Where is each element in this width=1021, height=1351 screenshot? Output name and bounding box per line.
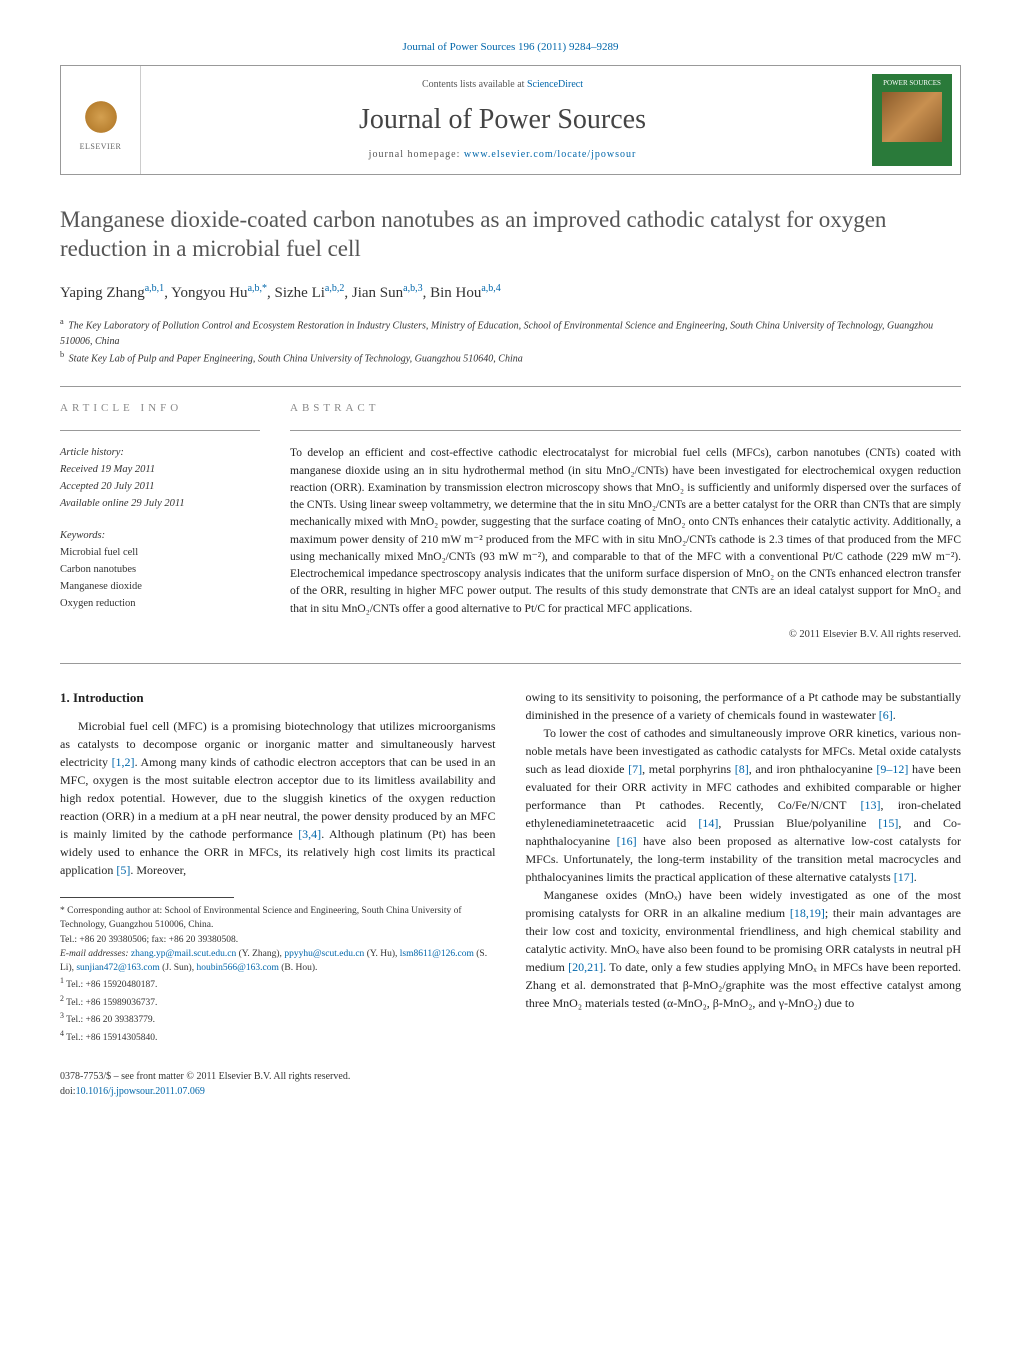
affiliation-b: b State Key Lab of Pulp and Paper Engine… <box>60 349 961 366</box>
abstract-column: ABSTRACT To develop an efficient and cos… <box>290 401 961 643</box>
email-label: E-mail addresses: <box>60 949 131 959</box>
elsevier-label: ELSEVIER <box>80 141 122 152</box>
corresponding-tel: Tel.: +86 20 39380506; fax: +86 20 39380… <box>60 933 496 947</box>
homepage-link[interactable]: www.elsevier.com/locate/jpowsour <box>464 149 636 160</box>
history-online: Available online 29 July 2011 <box>60 496 260 513</box>
email-addresses: E-mail addresses: zhang.yp@mail.scut.edu… <box>60 947 496 976</box>
issn-line: 0378-7753/$ – see front matter © 2011 El… <box>60 1069 961 1084</box>
footnote-tel: 3 Tel.: +86 20 39383779. <box>60 1010 496 1027</box>
article-info-label: ARTICLE INFO <box>60 401 260 416</box>
doi-line: doi:10.1016/j.jpowsour.2011.07.069 <box>60 1084 961 1099</box>
keyword: Manganese dioxide <box>60 579 260 596</box>
contents-prefix: Contents lists available at <box>422 79 527 90</box>
citation-link[interactable]: [15] <box>878 816 898 830</box>
header-center: Contents lists available at ScienceDirec… <box>141 66 864 173</box>
left-column: 1. Introduction Microbial fuel cell (MFC… <box>60 688 496 1045</box>
author-list: Yaping Zhanga,b,1, Yongyou Hua,b,*, Sizh… <box>60 282 961 304</box>
citation-link[interactable]: [7] <box>628 762 642 776</box>
citation-link[interactable]: [17] <box>894 870 914 884</box>
divider <box>60 430 260 431</box>
citation-link[interactable]: [16] <box>617 834 637 848</box>
author-1: Yongyou Hua,b,* <box>171 285 267 301</box>
footer: 0378-7753/$ – see front matter © 2011 El… <box>60 1069 961 1099</box>
article-info-column: ARTICLE INFO Article history: Received 1… <box>60 401 260 643</box>
section-heading: 1. Introduction <box>60 688 496 708</box>
intro-paragraph-2: To lower the cost of cathodes and simult… <box>526 724 962 886</box>
divider <box>60 663 961 664</box>
right-column: owing to its sensitivity to poisoning, t… <box>526 688 962 1045</box>
history-received: Received 19 May 2011 <box>60 462 260 479</box>
history-label: Article history: <box>60 445 260 462</box>
email-link[interactable]: ppyyhu@scut.edu.cn <box>284 949 364 959</box>
author-3: Jian Suna,b,3 <box>352 285 423 301</box>
author-0: Yaping Zhanga,b,1 <box>60 285 164 301</box>
footnote-tel: 4 Tel.: +86 15914305840. <box>60 1028 496 1045</box>
intro-paragraph-3: Manganese oxides (MnOₓ) have been widely… <box>526 886 962 1012</box>
footnote-tel: 2 Tel.: +86 15989036737. <box>60 993 496 1010</box>
author-2: Sizhe Lia,b,2 <box>275 285 345 301</box>
journal-name: Journal of Power Sources <box>161 100 844 139</box>
citation-link[interactable]: [18,19] <box>790 906 825 920</box>
footnote-divider <box>60 897 234 898</box>
email-link[interactable]: sunjian472@163.com <box>76 963 159 973</box>
intro-paragraph-1: Microbial fuel cell (MFC) is a promising… <box>60 717 496 879</box>
citation-link[interactable]: [1,2] <box>112 755 135 769</box>
elsevier-logo: ELSEVIER <box>61 66 141 173</box>
history-accepted: Accepted 20 July 2011 <box>60 479 260 496</box>
contents-line: Contents lists available at ScienceDirec… <box>161 78 844 92</box>
author-4: Bin Houa,b,4 <box>430 285 501 301</box>
footnotes: * Corresponding author at: School of Env… <box>60 904 496 1045</box>
sciencedirect-link[interactable]: ScienceDirect <box>527 79 583 90</box>
journal-header-box: ELSEVIER Contents lists available at Sci… <box>60 65 961 174</box>
intro-paragraph-1b: owing to its sensitivity to poisoning, t… <box>526 688 962 724</box>
keywords-label: Keywords: <box>60 529 260 544</box>
citation-link[interactable]: [14] <box>698 816 718 830</box>
info-abstract-row: ARTICLE INFO Article history: Received 1… <box>60 401 961 643</box>
journal-cover-thumbnail: POWER SOURCES <box>872 74 952 165</box>
journal-reference: Journal of Power Sources 196 (2011) 9284… <box>60 40 961 55</box>
footnote-tel: 1 Tel.: +86 15920480187. <box>60 975 496 992</box>
abstract-label: ABSTRACT <box>290 401 961 416</box>
corresponding-author: * Corresponding author at: School of Env… <box>60 904 496 933</box>
citation-link[interactable]: [8] <box>735 762 749 776</box>
abstract-copyright: © 2011 Elsevier B.V. All rights reserved… <box>290 628 961 643</box>
divider <box>60 386 961 387</box>
article-title: Manganese dioxide-coated carbon nanotube… <box>60 205 961 265</box>
cover-title: POWER SOURCES <box>883 80 941 88</box>
homepage-prefix: journal homepage: <box>369 149 464 160</box>
abstract-text: To develop an efficient and cost-effecti… <box>290 445 961 618</box>
doi-link[interactable]: 10.1016/j.jpowsour.2011.07.069 <box>76 1086 205 1097</box>
article-history: Article history: Received 19 May 2011 Ac… <box>60 445 260 512</box>
citation-link[interactable]: [3,4] <box>298 827 321 841</box>
body-columns: 1. Introduction Microbial fuel cell (MFC… <box>60 688 961 1045</box>
citation-link[interactable]: [13] <box>860 798 880 812</box>
keyword: Oxygen reduction <box>60 596 260 613</box>
elsevier-tree-icon <box>76 87 126 137</box>
citation-link[interactable]: [20,21] <box>568 960 603 974</box>
email-link[interactable]: houbin566@163.com <box>196 963 278 973</box>
homepage-line: journal homepage: www.elsevier.com/locat… <box>161 148 844 162</box>
keyword: Microbial fuel cell <box>60 545 260 562</box>
citation-link[interactable]: [5] <box>116 863 130 877</box>
citation-link[interactable]: [6] <box>879 708 893 722</box>
affiliations: a The Key Laboratory of Pollution Contro… <box>60 316 961 366</box>
keywords-list: Microbial fuel cell Carbon nanotubes Man… <box>60 545 260 612</box>
email-link[interactable]: lsm8611@126.com <box>400 949 474 959</box>
citation-link[interactable]: [9–12] <box>876 762 908 776</box>
cover-image <box>882 92 942 142</box>
keyword: Carbon nanotubes <box>60 562 260 579</box>
affiliation-a: a The Key Laboratory of Pollution Contro… <box>60 316 961 348</box>
email-link[interactable]: zhang.yp@mail.scut.edu.cn <box>131 949 236 959</box>
divider <box>290 430 961 431</box>
